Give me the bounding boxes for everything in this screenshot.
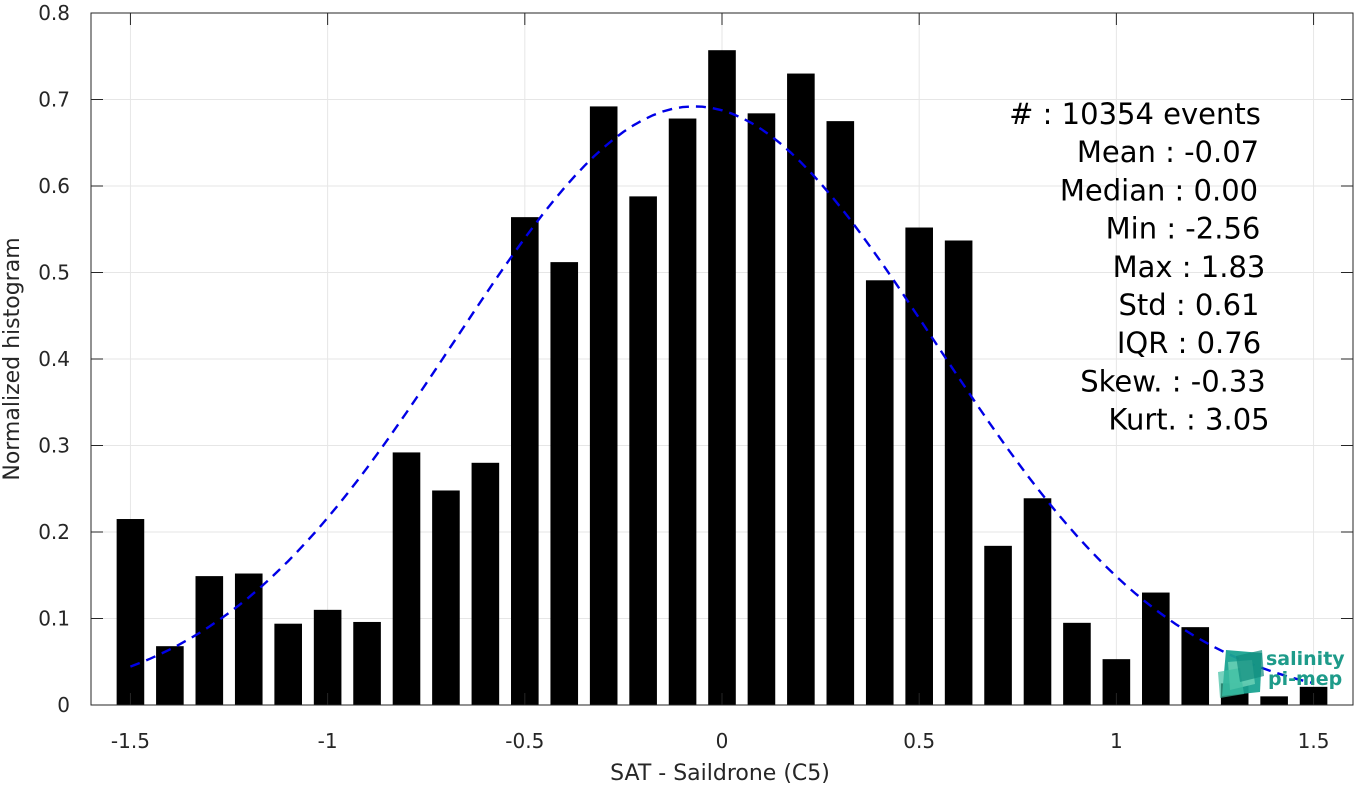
logo-mark-icon (1218, 650, 1264, 698)
x-tick-label: -1.5 (111, 729, 150, 753)
x-tick-label: 0 (716, 729, 729, 753)
x-tick-label: 0.5 (903, 729, 935, 753)
histogram-bars (116, 50, 1328, 706)
histogram-bar (865, 280, 894, 705)
x-tick-labels: -1.5 -1 -0.5 0 0.5 1 1.5 (111, 729, 1330, 753)
histogram-bar (195, 576, 224, 705)
histogram-bar (826, 121, 855, 705)
stat-line: Max : 1.83 (1113, 250, 1266, 284)
histogram-bar (708, 50, 736, 705)
histogram-bar (589, 106, 618, 706)
gaussian-fit (129, 105, 1314, 685)
x-axis-label: SAT - Saildrone (C5) (610, 761, 830, 785)
histogram-bar (471, 462, 500, 705)
histogram-bar (432, 490, 460, 705)
histogram-bar (274, 623, 302, 705)
y-tick-label: 0.4 (38, 347, 70, 371)
histogram-bar (116, 519, 145, 705)
histogram-bar (1063, 622, 1091, 705)
y-tick-label: 0.8 (38, 1, 70, 25)
y-tick-label: 0.2 (38, 520, 70, 544)
stat-line: Median : 0.00 (1060, 173, 1258, 207)
histogram-bar (747, 113, 776, 706)
y-tick-labels: 0 0.1 0.2 0.3 0.4 0.5 0.6 0.7 0.8 (38, 1, 70, 717)
y-tick-label: 0.3 (38, 434, 70, 458)
y-tick-label: 0.1 (38, 607, 70, 631)
stat-line: Std : 0.61 (1119, 288, 1260, 322)
histogram-bar (353, 621, 381, 705)
histogram-bar (1023, 498, 1052, 705)
salinity-pi-mep-logo: salinity pi-mep (1218, 648, 1345, 698)
stat-line: IQR : 0.76 (1117, 326, 1261, 360)
stat-line: # : 10354 events (1009, 97, 1261, 131)
histogram-bar (629, 196, 657, 705)
histogram-bar (550, 262, 579, 705)
x-tick-label: 1 (1110, 729, 1123, 753)
histogram-bar (392, 452, 421, 705)
histogram-bar (944, 240, 973, 705)
stat-line: Kurt. : 3.05 (1108, 403, 1269, 437)
x-tick-label: -1 (318, 729, 338, 753)
y-tick-label: 0 (57, 693, 70, 717)
y-tick-label: 0.7 (38, 88, 70, 112)
statistics-box: # : 10354 events Mean : -0.07 Median : 0.0… (1009, 97, 1269, 437)
axes (90, 12, 1354, 706)
x-tick-label: -0.5 (505, 729, 544, 753)
histogram-bar (234, 573, 263, 705)
histogram-bar (1142, 592, 1170, 705)
y-tick-label: 0.5 (38, 261, 70, 285)
y-axis-label: Normalized histogram (0, 237, 25, 480)
logo-line2: pi-mep (1268, 668, 1342, 690)
stat-line: Skew. : -0.33 (1080, 364, 1266, 398)
histogram-bar (313, 609, 342, 705)
stat-line: Min : -2.56 (1106, 212, 1261, 246)
logo-line1: salinity (1266, 648, 1345, 670)
histogram-bar (1181, 627, 1210, 705)
histogram-bar (787, 73, 815, 706)
histogram-bar (1260, 696, 1288, 705)
y-tick-label: 0.6 (38, 174, 70, 198)
histogram-bar (905, 227, 933, 705)
histogram-bar (984, 545, 1012, 705)
histogram-bar (511, 217, 539, 705)
histogram-bar (668, 118, 697, 705)
fit-curve (129, 105, 1314, 685)
stat-line: Mean : -0.07 (1077, 135, 1259, 169)
histogram-bar (156, 646, 184, 705)
x-tick-label: 1.5 (1298, 729, 1330, 753)
